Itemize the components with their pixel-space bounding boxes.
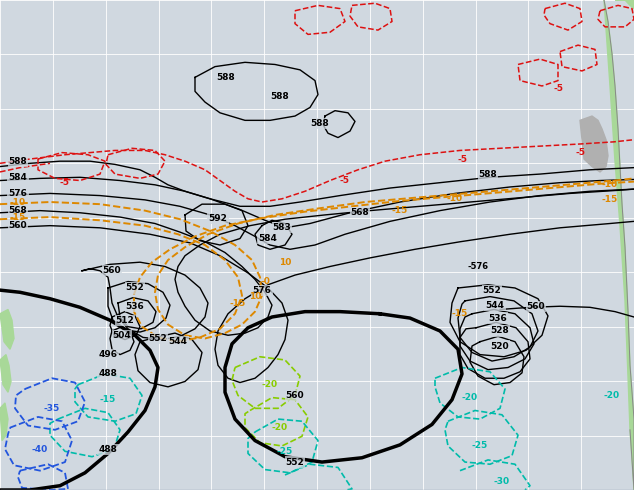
Text: -25: -25 bbox=[472, 441, 488, 450]
Text: -15: -15 bbox=[602, 196, 618, 204]
Text: -15: -15 bbox=[10, 213, 26, 221]
Polygon shape bbox=[604, 0, 634, 490]
Text: 584: 584 bbox=[9, 173, 27, 182]
Polygon shape bbox=[615, 0, 634, 9]
Text: -5: -5 bbox=[457, 154, 467, 164]
Text: 488: 488 bbox=[98, 444, 117, 454]
Polygon shape bbox=[0, 355, 11, 392]
Text: 584: 584 bbox=[259, 234, 278, 243]
Text: 560: 560 bbox=[103, 266, 121, 275]
Text: 10: 10 bbox=[279, 258, 291, 267]
Text: 568: 568 bbox=[351, 208, 370, 217]
Text: -15: -15 bbox=[392, 206, 408, 215]
Text: 544: 544 bbox=[486, 301, 505, 310]
Text: 552: 552 bbox=[148, 334, 167, 343]
Text: -10: -10 bbox=[10, 197, 26, 206]
Text: -15: -15 bbox=[100, 395, 116, 404]
Text: 536: 536 bbox=[126, 302, 145, 311]
Text: 588: 588 bbox=[217, 73, 235, 82]
Text: 512: 512 bbox=[115, 316, 134, 325]
Text: -15: -15 bbox=[452, 309, 468, 318]
Polygon shape bbox=[580, 116, 608, 172]
Text: 588: 588 bbox=[311, 119, 330, 128]
Text: -30: -30 bbox=[494, 477, 510, 486]
Text: -5: -5 bbox=[575, 148, 585, 157]
Text: -576: -576 bbox=[467, 262, 489, 271]
Text: -0: -0 bbox=[260, 277, 270, 286]
Text: 576: 576 bbox=[252, 286, 271, 294]
Text: -10: -10 bbox=[602, 180, 618, 189]
Text: 583: 583 bbox=[273, 223, 292, 232]
Text: 560: 560 bbox=[9, 221, 27, 230]
Text: -20: -20 bbox=[462, 393, 478, 402]
Text: 588: 588 bbox=[479, 170, 498, 178]
Text: -20: -20 bbox=[272, 423, 288, 432]
Text: -20: -20 bbox=[604, 391, 620, 400]
Text: 496: 496 bbox=[98, 350, 117, 359]
Text: 552: 552 bbox=[286, 458, 304, 466]
Text: -5: -5 bbox=[553, 84, 563, 93]
Text: 588: 588 bbox=[9, 157, 27, 166]
Text: 568: 568 bbox=[9, 206, 27, 215]
Text: -25: -25 bbox=[277, 447, 293, 456]
Text: 528: 528 bbox=[491, 326, 509, 336]
Text: -15: -15 bbox=[230, 298, 246, 308]
Text: -10: -10 bbox=[447, 195, 463, 203]
Polygon shape bbox=[0, 403, 8, 441]
Text: 576: 576 bbox=[9, 189, 27, 198]
Text: 504: 504 bbox=[113, 331, 131, 340]
Text: 544: 544 bbox=[169, 337, 188, 346]
Text: 10: 10 bbox=[249, 292, 261, 301]
Text: 520: 520 bbox=[491, 342, 509, 350]
Text: 592: 592 bbox=[209, 214, 228, 222]
Text: -5: -5 bbox=[340, 176, 350, 185]
Text: 552: 552 bbox=[126, 284, 145, 293]
Text: 536: 536 bbox=[489, 314, 507, 322]
Text: 552: 552 bbox=[482, 286, 501, 294]
Text: 560: 560 bbox=[286, 391, 304, 400]
Text: -40: -40 bbox=[32, 444, 48, 454]
Polygon shape bbox=[0, 310, 14, 349]
Text: 588: 588 bbox=[271, 92, 289, 101]
Text: -5: -5 bbox=[60, 178, 70, 187]
Text: -20: -20 bbox=[262, 380, 278, 389]
Text: -35: -35 bbox=[44, 404, 60, 413]
Text: 560: 560 bbox=[527, 302, 545, 311]
Text: 488: 488 bbox=[98, 369, 117, 378]
